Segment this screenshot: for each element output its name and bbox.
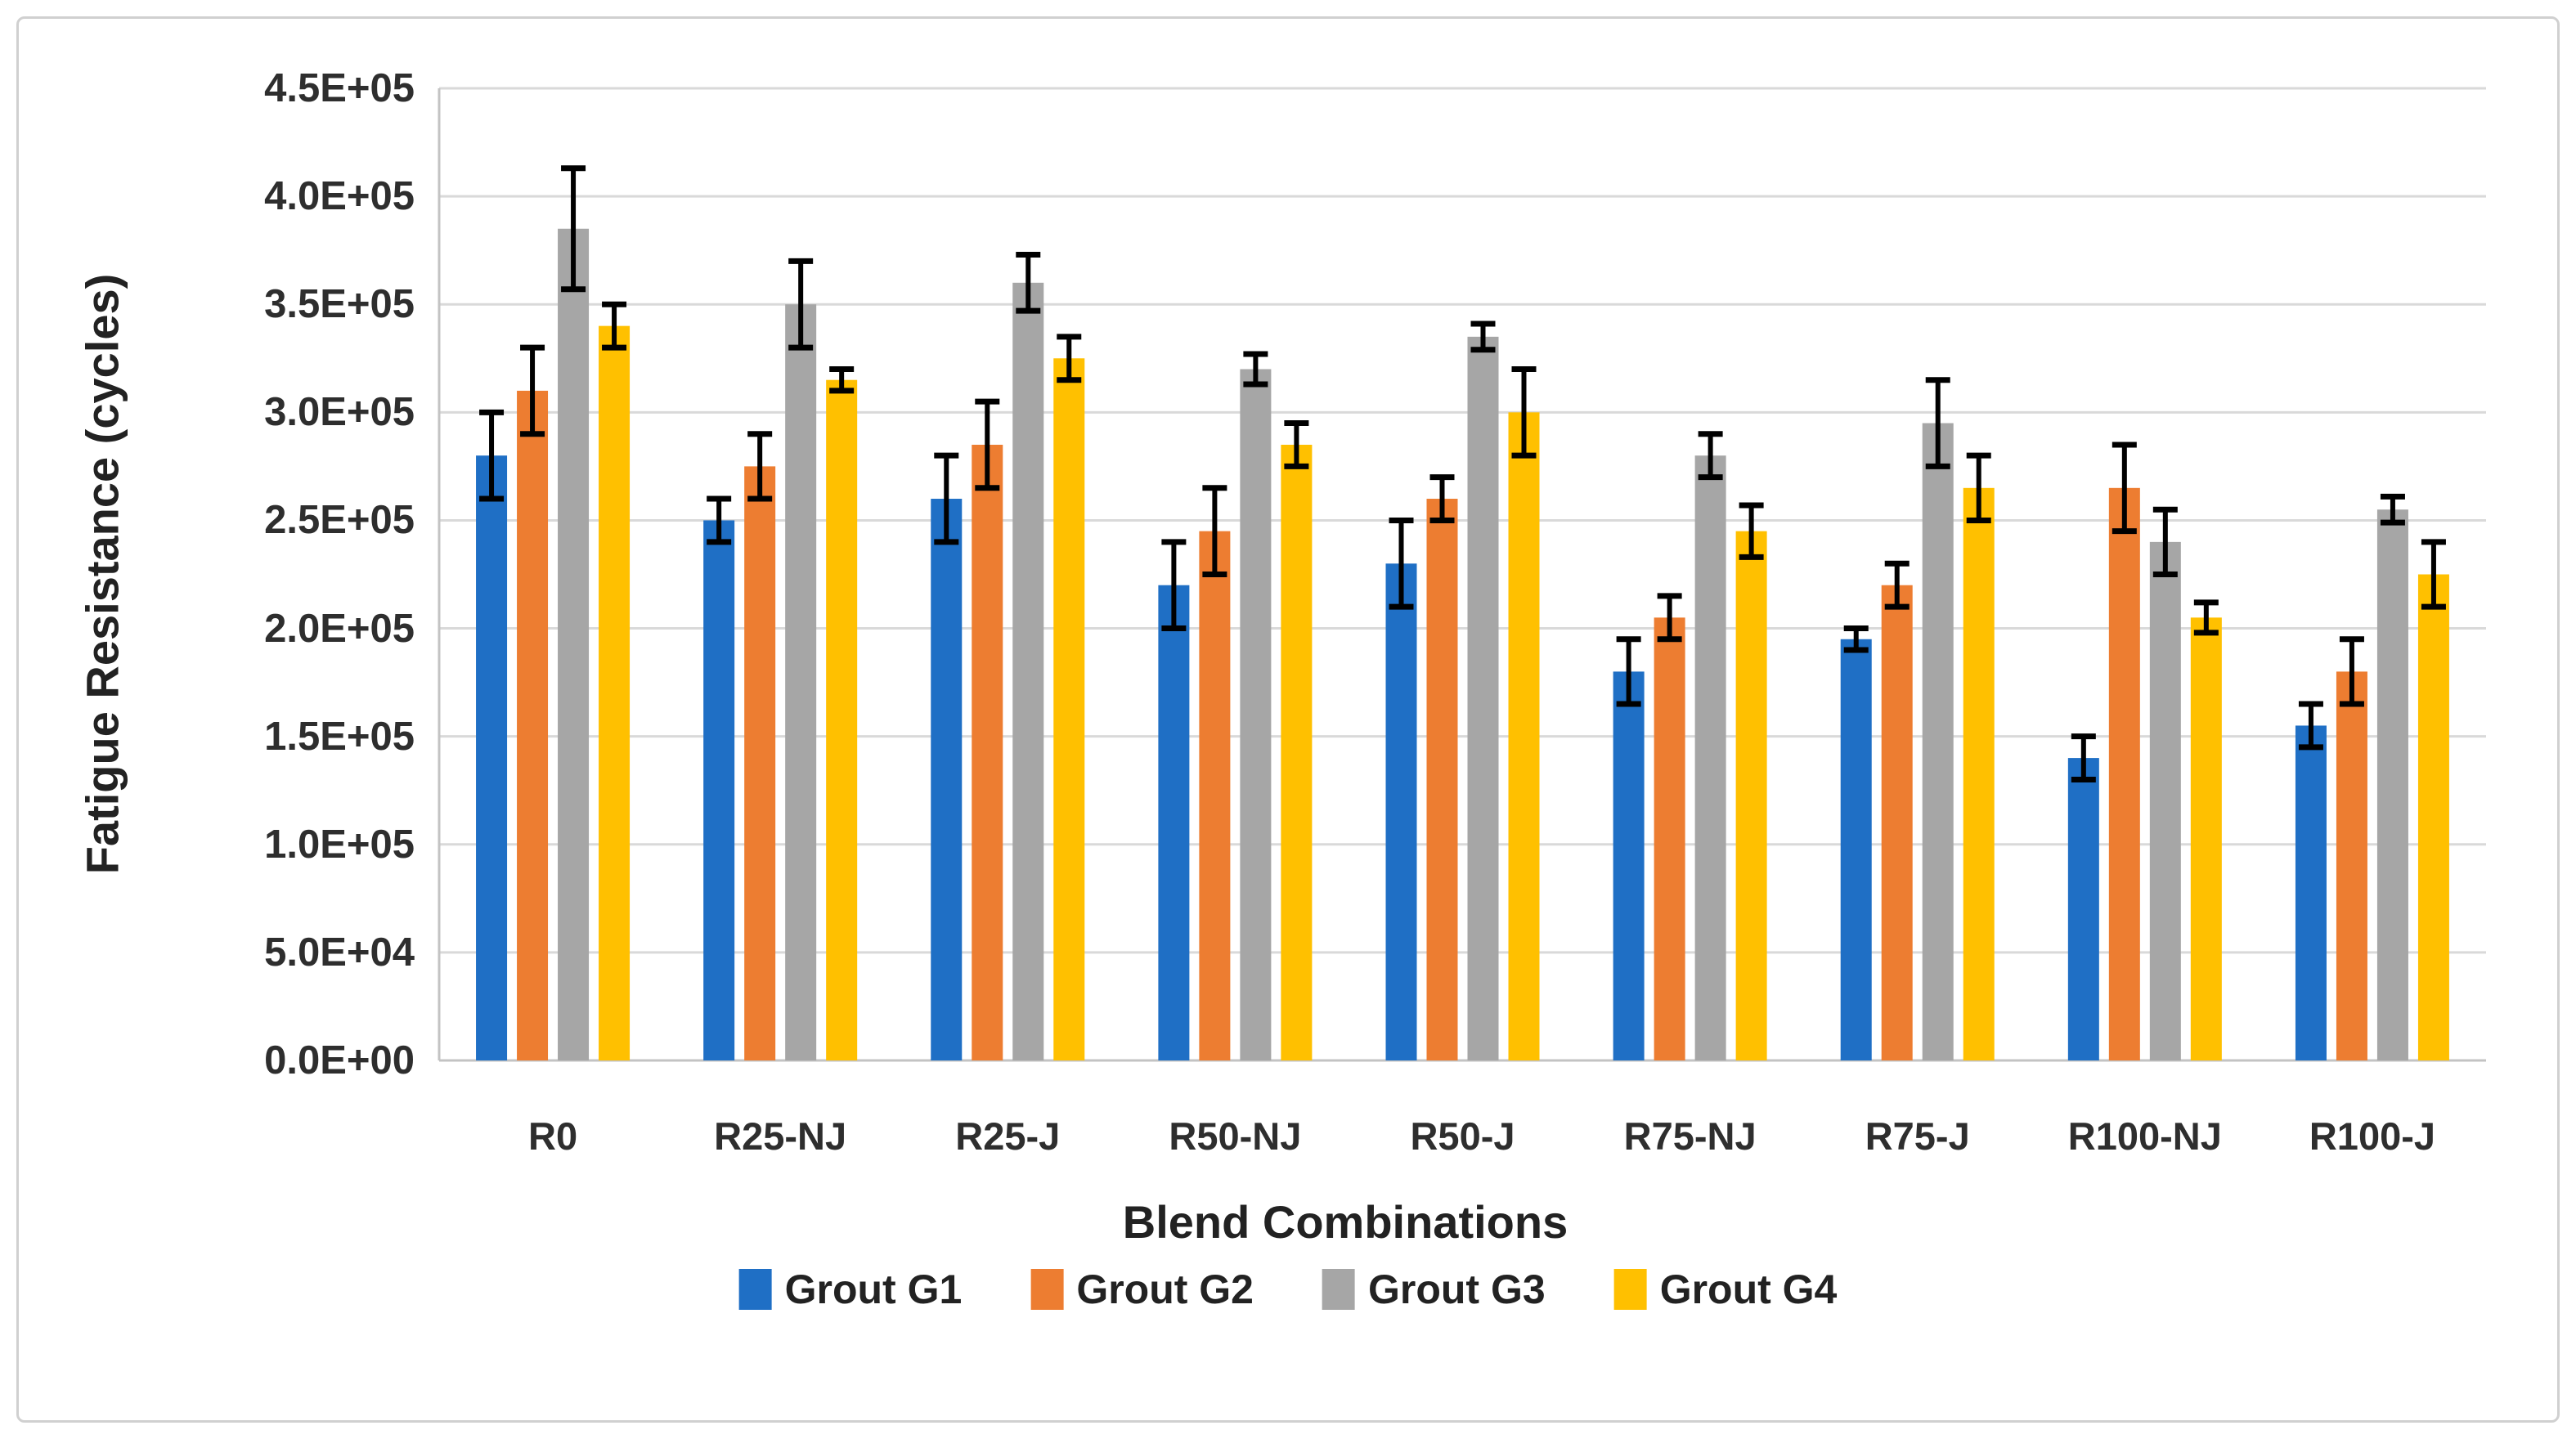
x-axis-title: Blend Combinations	[1122, 1196, 1568, 1248]
legend-item-grout-g1: Grout G1	[738, 1266, 963, 1313]
bar-grout-g3-r50-nj	[1240, 369, 1272, 1060]
bar-grout-g3-r25-nj	[785, 304, 817, 1060]
legend-item-grout-g4: Grout G4	[1613, 1266, 1838, 1313]
legend-label-grout-g2: Grout G2	[1076, 1266, 1254, 1312]
bar-grout-g4-r75-nj	[1735, 531, 1767, 1060]
bar-grout-g1-r100-nj	[2067, 758, 2099, 1060]
y-axis-title: Fatigue Resistance (cycles)	[76, 273, 128, 875]
bar-grout-g3-r100-j	[2376, 509, 2408, 1060]
bar-grout-g3-r50-j	[1467, 336, 1499, 1060]
legend-label-grout-g1: Grout G1	[784, 1266, 963, 1312]
x-tick-label-r25-nj: R25-NJ	[714, 1114, 847, 1158]
bar-grout-g4-r25-nj	[826, 379, 858, 1060]
y-tick-label: 5.0E+04	[264, 930, 415, 975]
bar-grout-g1-r25-j	[931, 499, 963, 1060]
y-tick-label: 0.0E+00	[264, 1038, 415, 1083]
bar-grout-g2-r25-nj	[744, 466, 776, 1060]
y-tick-label: 3.0E+05	[264, 390, 415, 435]
bar-grout-g2-r75-nj	[1654, 617, 1685, 1060]
bar-grout-g2-r25-j	[972, 444, 1003, 1060]
legend-swatch-grout-g2	[1030, 1269, 1064, 1310]
x-tick-label-r100-j: R100-J	[2309, 1114, 2436, 1158]
legend-swatch-grout-g4	[1613, 1269, 1647, 1310]
y-tick-label: 1.0E+05	[264, 822, 415, 867]
bar-grout-g1-r50-j	[1385, 563, 1417, 1060]
bar-grout-g2-r0	[517, 390, 549, 1060]
bar-grout-g1-r50-nj	[1158, 585, 1190, 1060]
legend-swatch-grout-g3	[1322, 1269, 1355, 1310]
legend: Grout G1 Grout G2 Grout G3 Grout G4	[705, 1266, 1872, 1313]
bar-grout-g4-r100-nj	[2190, 617, 2222, 1060]
x-tick-label-r0: R0	[528, 1114, 578, 1158]
bar-grout-g4-r25-j	[1053, 358, 1085, 1060]
legend-label-grout-g4: Grout G4	[1659, 1266, 1838, 1312]
legend-label-grout-g3: Grout G3	[1368, 1266, 1546, 1312]
x-tick-label-r100-nj: R100-NJ	[2067, 1114, 2222, 1158]
y-tick-label: 2.0E+05	[264, 606, 415, 651]
legend-item-grout-g2: Grout G2	[1030, 1266, 1254, 1313]
legend-item-grout-g3: Grout G3	[1322, 1266, 1546, 1313]
bar-grout-g4-r50-j	[1508, 412, 1540, 1060]
bar-grout-g3-r75-j	[1922, 423, 1954, 1060]
bar-grout-g2-r75-j	[1881, 585, 1913, 1060]
x-tick-label-r75-nj: R75-NJ	[1623, 1114, 1757, 1158]
y-tick-label: 4.0E+05	[264, 174, 415, 219]
legend-swatch-grout-g1	[738, 1269, 772, 1310]
bar-grout-g1-r75-j	[1840, 639, 1872, 1060]
bar-grout-g2-r50-j	[1426, 499, 1458, 1060]
bar-grout-g2-r50-nj	[1199, 531, 1231, 1060]
bar-grout-g4-r0	[599, 325, 631, 1061]
bar-grout-g2-r100-nj	[2108, 487, 2140, 1060]
bar-grout-g1-r25-nj	[703, 520, 735, 1060]
bar-grout-g2-r100-j	[2336, 671, 2367, 1060]
bar-grout-g3-r100-nj	[2149, 541, 2181, 1060]
bar-grout-g1-r100-j	[2295, 725, 2327, 1060]
x-tick-label-r50-j: R50-J	[1410, 1114, 1515, 1158]
y-tick-label: 2.5E+05	[264, 498, 415, 543]
bar-grout-g3-r75-nj	[1694, 455, 1726, 1060]
y-tick-label: 3.5E+05	[264, 282, 415, 327]
bar-grout-g4-r75-j	[1963, 487, 1995, 1060]
bar-grout-g1-r0	[476, 455, 508, 1060]
bar-grout-g1-r75-nj	[1613, 671, 1645, 1060]
y-tick-label: 1.5E+05	[264, 714, 415, 759]
bar-grout-g4-r100-j	[2417, 574, 2449, 1060]
y-tick-label: 4.5E+05	[264, 66, 415, 110]
x-tick-label-r25-j: R25-J	[955, 1114, 1061, 1158]
x-tick-label-r50-nj: R50-NJ	[1169, 1114, 1302, 1158]
bar-grout-g4-r50-nj	[1281, 444, 1313, 1060]
x-tick-label-r75-j: R75-J	[1865, 1114, 1970, 1158]
bar-grout-g3-r25-j	[1012, 282, 1044, 1060]
bar-grout-g3-r0	[558, 228, 590, 1060]
